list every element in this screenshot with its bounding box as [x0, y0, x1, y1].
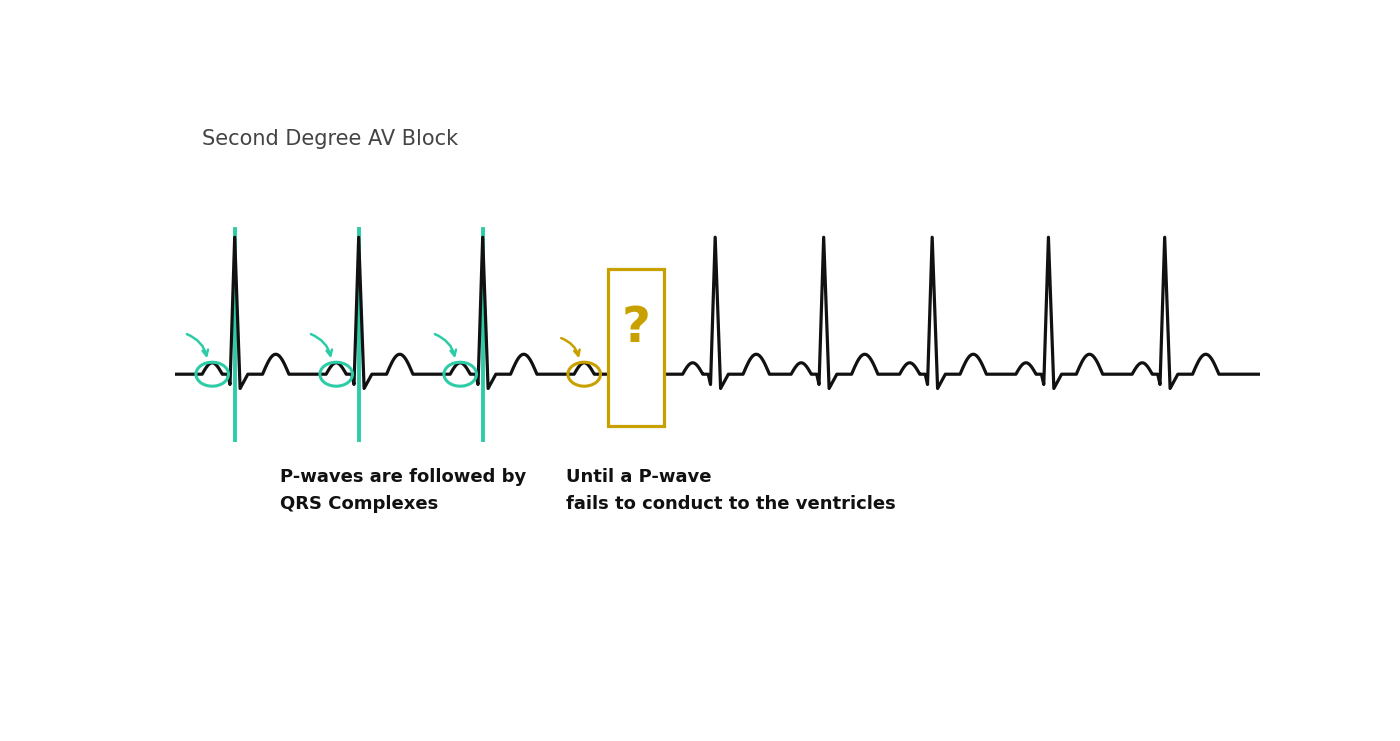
Text: Until a P-wave
fails to conduct to the ventricles: Until a P-wave fails to conduct to the v…	[567, 468, 896, 513]
Text: Second Degree AV Block: Second Degree AV Block	[202, 129, 458, 149]
Text: P-waves are followed by
QRS Complexes: P-waves are followed by QRS Complexes	[280, 468, 526, 513]
Text: ?: ?	[622, 305, 651, 352]
Bar	[608, 269, 664, 425]
